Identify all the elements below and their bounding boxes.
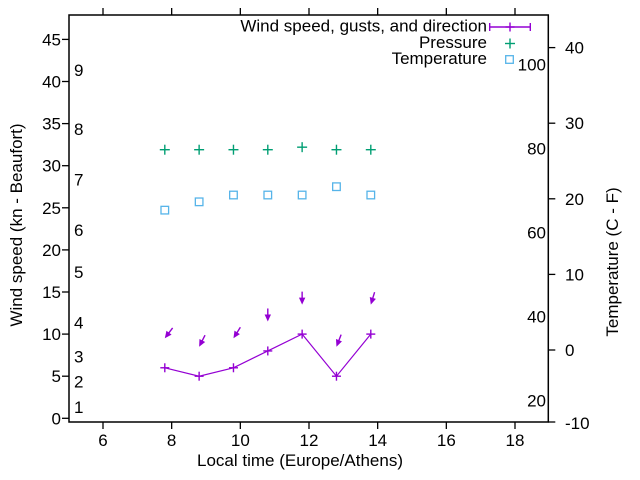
fahrenheit-tick-label: 80 (527, 139, 546, 158)
beaufort-tick-label: 9 (74, 61, 83, 80)
beaufort-tick-label: 3 (74, 347, 83, 366)
temperature-point-marker (263, 190, 273, 200)
legend-label: Temperature (392, 49, 487, 68)
celsius-tick-label: -10 (565, 414, 590, 433)
x-tick-label: 12 (300, 431, 319, 450)
right-axis-title: Temperature (C - F) (603, 187, 622, 337)
celsius-tick-label: 20 (565, 190, 584, 209)
temperature-point-marker (229, 190, 238, 200)
legend-temperature-glyph (505, 55, 514, 64)
temperature-point-marker (366, 190, 376, 200)
temperature-point-marker (160, 205, 170, 215)
x-tick-label: 14 (368, 431, 387, 450)
legend-label: Wind speed, gusts, and direction (240, 17, 487, 36)
kn-tick-label: 0 (52, 409, 61, 428)
celsius-tick-label: 40 (565, 39, 584, 58)
gust-arrow-head (369, 297, 376, 305)
temperature-point-marker (332, 182, 341, 192)
temperature-point-marker (194, 197, 204, 207)
kn-tick-label: 20 (42, 241, 61, 260)
x-tick-label: 10 (231, 431, 250, 450)
left-axis-title: Wind speed (kn - Beaufort) (7, 123, 26, 327)
gust-arrow-head (164, 330, 172, 339)
beaufort-tick-label: 2 (74, 373, 83, 392)
gust-arrow-head (233, 330, 240, 339)
gust-arrow-head (264, 314, 271, 322)
gust-arrow-head (298, 297, 306, 305)
beaufort-tick-label: 7 (74, 171, 83, 190)
kn-tick-label: 45 (42, 30, 61, 49)
legend-label: Pressure (419, 33, 487, 52)
x-tick-label: 6 (98, 431, 107, 450)
beaufort-tick-label: 4 (74, 314, 83, 333)
beaufort-tick-label: 8 (74, 120, 83, 139)
kn-tick-label: 25 (42, 199, 61, 218)
fahrenheit-tick-label: 60 (527, 223, 546, 242)
gust-arrow-head (335, 339, 342, 347)
kn-tick-label: 5 (52, 367, 61, 386)
kn-tick-label: 30 (42, 157, 61, 176)
kn-tick-label: 35 (42, 115, 61, 134)
kn-tick-label: 10 (42, 325, 61, 344)
plot-border (68, 14, 550, 423)
gust-arrow-head (199, 339, 206, 347)
temperature-point-marker (297, 190, 307, 200)
beaufort-tick-label: 5 (74, 263, 83, 282)
kn-tick-label: 40 (42, 73, 61, 92)
x-axis-title: Local time (Europe/Athens) (197, 451, 403, 470)
x-tick-label: 16 (437, 431, 456, 450)
fahrenheit-tick-label: 20 (527, 391, 546, 410)
beaufort-tick-label: 1 (74, 398, 83, 417)
fahrenheit-tick-label: 100 (518, 55, 546, 74)
celsius-tick-label: 0 (565, 341, 574, 360)
celsius-tick-label: 10 (565, 265, 584, 284)
x-tick-label: 8 (167, 431, 176, 450)
kn-tick-label: 15 (42, 283, 61, 302)
fahrenheit-tick-label: 40 (527, 307, 546, 326)
celsius-tick-label: 30 (565, 114, 584, 133)
beaufort-tick-label: 6 (74, 221, 83, 240)
x-tick-label: 18 (506, 431, 525, 450)
